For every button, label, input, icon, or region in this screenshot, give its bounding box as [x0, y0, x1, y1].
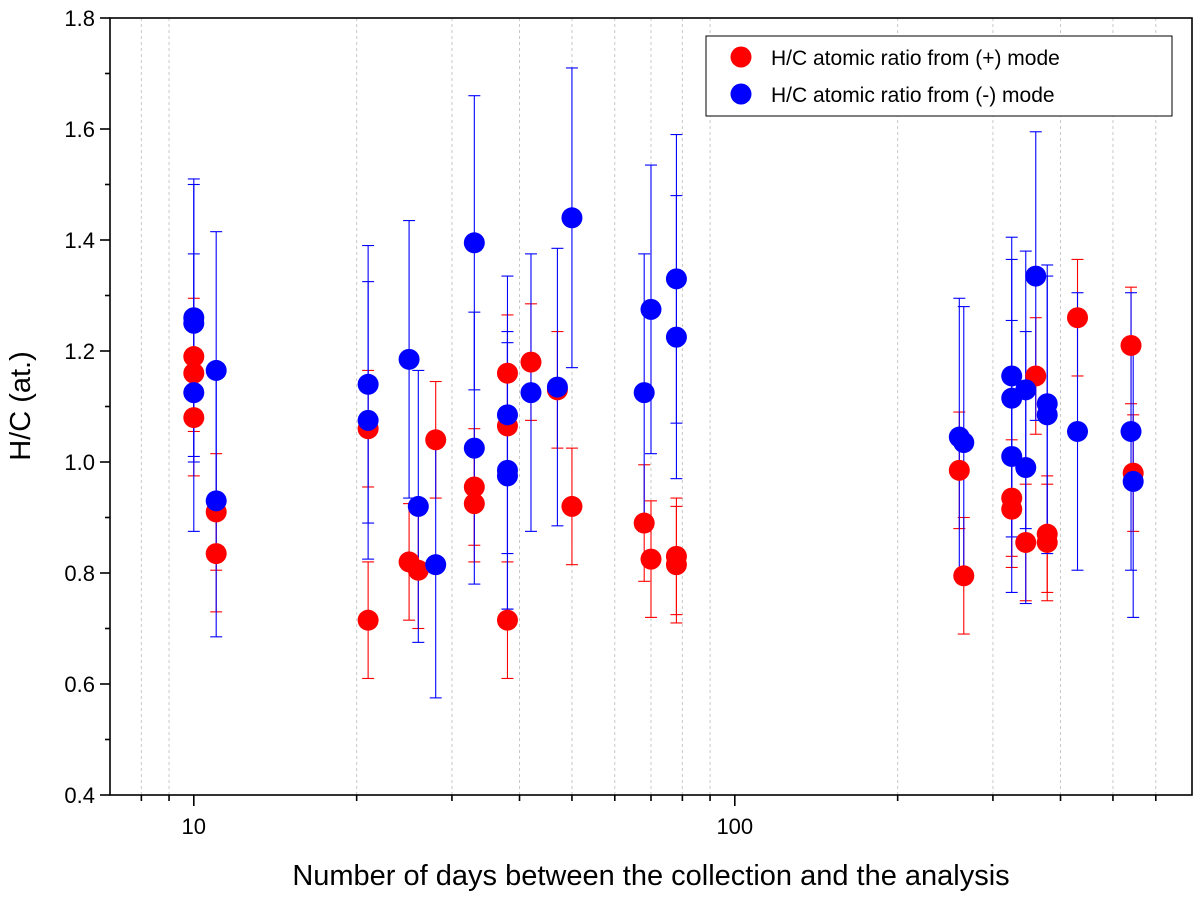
x-tick-label: 10: [182, 814, 206, 839]
data-point-positive: [1015, 531, 1037, 553]
data-point-positive: [496, 609, 518, 631]
data-point-negative: [665, 268, 687, 290]
data-point-positive: [357, 609, 379, 631]
y-tick-label: 0.8: [64, 561, 95, 586]
data-point-negative: [398, 348, 420, 370]
data-point-negative: [407, 495, 429, 517]
data-point-negative: [1025, 265, 1047, 287]
data-point-negative: [1122, 470, 1144, 492]
data-point-negative: [357, 373, 379, 395]
legend-label-positive: H/C atomic ratio from (+) mode: [771, 47, 1060, 70]
x-axis-label: Number of days between the collection an…: [292, 860, 1009, 892]
data-point-positive: [640, 548, 662, 570]
data-point-negative: [183, 382, 205, 404]
legend-marker-negative: [730, 83, 752, 105]
y-tick-label: 0.4: [64, 783, 95, 808]
data-point-positive: [1067, 307, 1089, 329]
data-point-positive: [948, 459, 970, 481]
data-point-positive: [1001, 498, 1023, 520]
data-point-positive: [463, 493, 485, 515]
data-point-negative: [546, 376, 568, 398]
data-point-positive: [561, 495, 583, 517]
legend-marker-positive: [730, 46, 752, 68]
y-tick-label: 1.8: [64, 6, 95, 31]
data-point-negative: [425, 554, 447, 576]
data-point-positive: [183, 407, 205, 429]
data-point-positive: [407, 559, 429, 581]
data-point-positive: [665, 554, 687, 576]
data-point-negative: [1067, 420, 1089, 442]
data-point-negative: [633, 382, 655, 404]
axes: 10 100 0.4 0.6 0.8 1.0 1.2 1.4 1.6 1.8: [64, 6, 1157, 839]
data-point-negative: [1001, 445, 1023, 467]
data-point-negative: [520, 382, 542, 404]
x-tick-label: 100: [716, 814, 753, 839]
data-point-negative: [640, 298, 662, 320]
data-point-positive: [183, 346, 205, 368]
data-point-negative: [953, 432, 975, 454]
data-point-positive: [463, 476, 485, 498]
data-point-negative: [1036, 404, 1058, 426]
data-point-positive: [425, 429, 447, 451]
data-point-negative: [463, 437, 485, 459]
data-point-positive: [205, 543, 227, 565]
data-point-negative: [183, 312, 205, 334]
data-point-negative: [1001, 365, 1023, 387]
data-point-positive: [633, 512, 655, 534]
data-point-negative: [561, 207, 583, 229]
data-point-negative: [496, 465, 518, 487]
y-tick-label: 1.6: [64, 117, 95, 142]
y-tick-label: 1.4: [64, 228, 95, 253]
data-point-negative: [1015, 379, 1037, 401]
grid-lines: [140, 18, 1157, 795]
legend: H/C atomic ratio from (+) mode H/C atomi…: [705, 35, 1173, 117]
data-point-positive: [1036, 531, 1058, 553]
data-point-negative: [665, 326, 687, 348]
data-point-negative: [496, 404, 518, 426]
data-point-positive: [953, 565, 975, 587]
data-point-negative: [357, 409, 379, 431]
legend-label-negative: H/C atomic ratio from (-) mode: [771, 84, 1055, 107]
data-point-positive: [1120, 334, 1142, 356]
y-tick-label: 1.0: [64, 450, 95, 475]
error-bars: [187, 67, 1140, 699]
data-point-positive: [183, 362, 205, 384]
data-point-positive: [496, 362, 518, 384]
data-point-negative: [1015, 457, 1037, 479]
data-points: [183, 207, 1144, 631]
y-axis-label: H/C (at.): [5, 351, 37, 461]
data-point-negative: [205, 490, 227, 512]
legend-box: [705, 35, 1173, 117]
y-tick-label: 1.2: [64, 339, 95, 364]
data-point-negative: [463, 232, 485, 254]
y-tick-label: 0.6: [64, 672, 95, 697]
data-point-negative: [205, 359, 227, 381]
data-point-negative: [1120, 420, 1142, 442]
data-point-positive: [520, 351, 542, 373]
